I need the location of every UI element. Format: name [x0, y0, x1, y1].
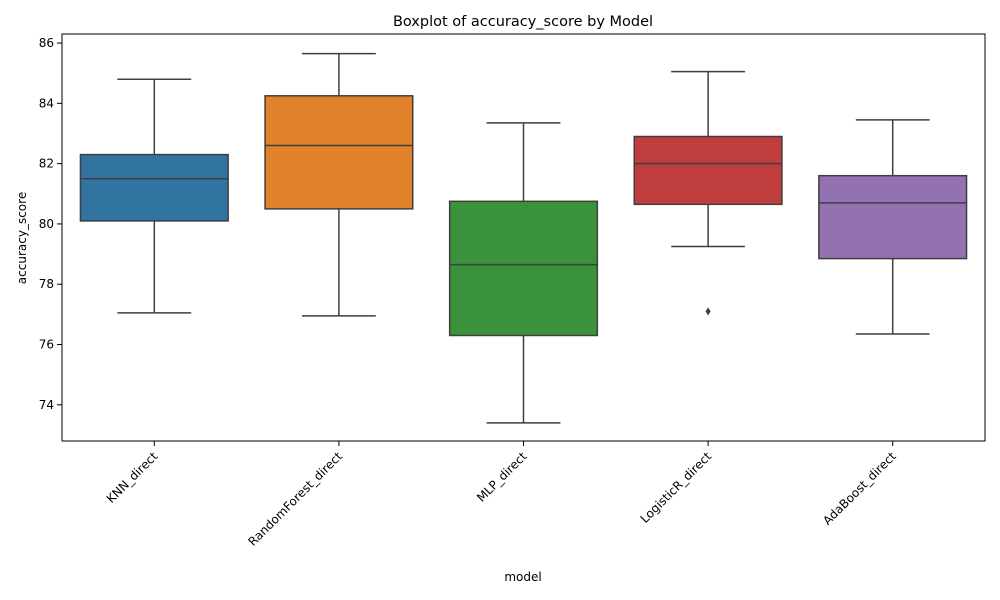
chart-title: Boxplot of accuracy_score by Model [393, 14, 653, 30]
box-LogisticR_direct [633, 70, 783, 316]
x-axis-label: model [504, 570, 541, 584]
y-tick-label: 82 [39, 157, 54, 171]
outlier-point [705, 307, 711, 316]
x-tick-label: LogisticR_direct [638, 449, 715, 526]
y-tick-label: 78 [39, 277, 54, 291]
y-tick-label: 80 [39, 217, 54, 231]
box-AdaBoost_direct [818, 119, 968, 335]
x-tick-label: KNN_direct [104, 449, 161, 506]
y-tick-label: 86 [39, 36, 54, 50]
y-tick-label: 84 [39, 96, 54, 110]
box-iqr [448, 200, 599, 337]
y-axis-label: accuracy_score [15, 192, 29, 284]
box-iqr [633, 135, 783, 206]
box-iqr [264, 95, 414, 210]
y-tick-label: 74 [39, 398, 54, 412]
box-MLP_direct [448, 122, 599, 424]
plot-area [79, 52, 968, 424]
x-tick-label: MLP_direct [474, 449, 530, 505]
x-tick-label: AdaBoost_direct [820, 449, 899, 528]
box-RandomForest_direct [264, 52, 414, 317]
box-KNN_direct [79, 78, 229, 314]
box-iqr [818, 174, 968, 260]
x-tick-label: RandomForest_direct [245, 449, 345, 549]
y-tick-label: 76 [39, 338, 54, 352]
box-iqr [79, 153, 229, 222]
